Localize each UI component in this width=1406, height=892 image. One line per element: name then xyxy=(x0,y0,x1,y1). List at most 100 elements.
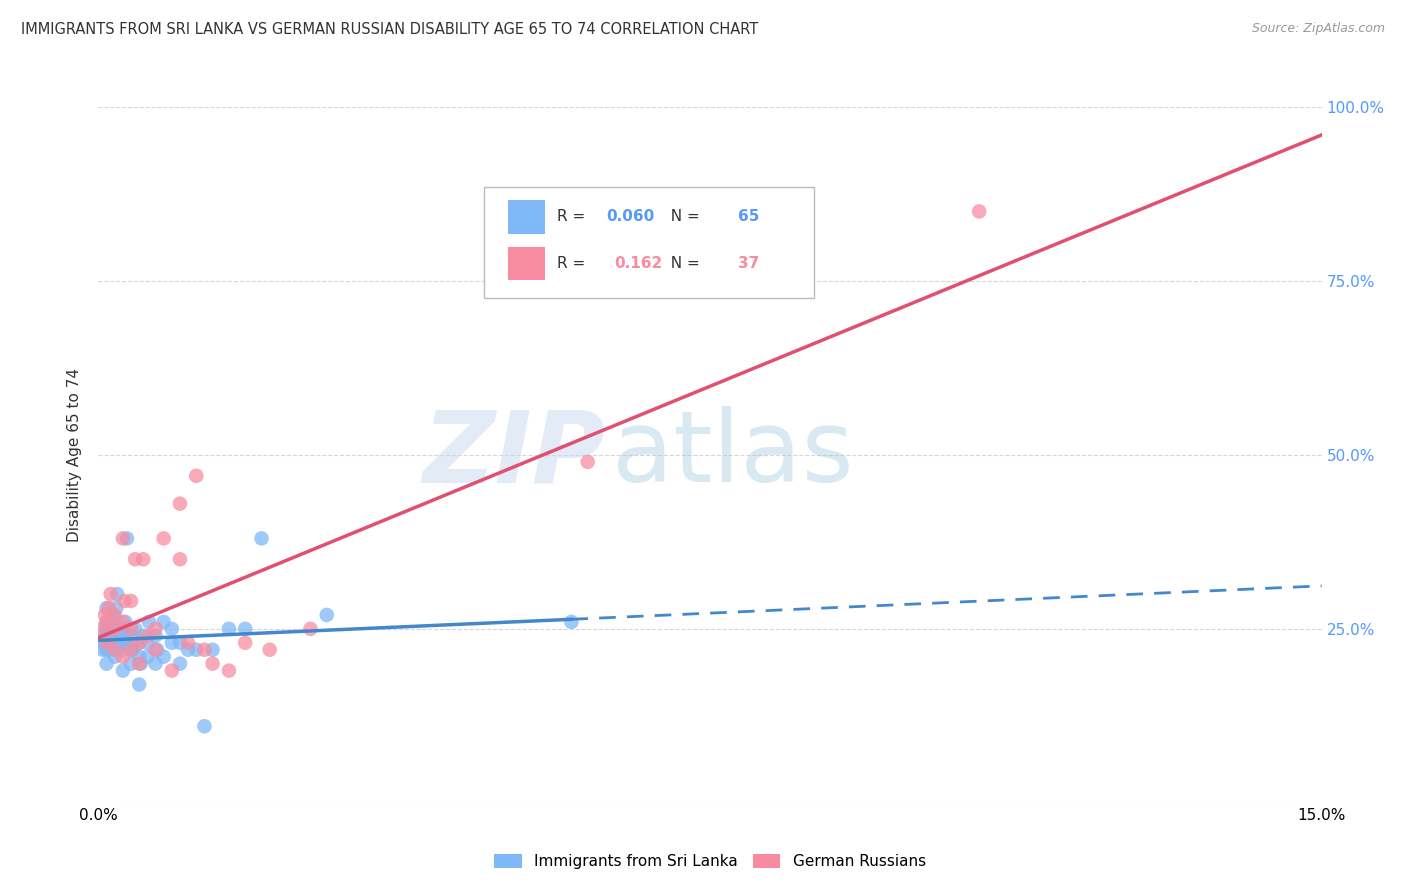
Point xyxy=(108,636,131,650)
Point xyxy=(186,642,208,657)
Point xyxy=(145,629,167,643)
Bar xyxy=(508,201,546,234)
FancyBboxPatch shape xyxy=(484,187,814,298)
Point xyxy=(152,532,174,546)
Point xyxy=(177,642,200,657)
Text: 0.162: 0.162 xyxy=(614,256,662,271)
Point xyxy=(91,622,114,636)
Point xyxy=(124,622,146,636)
Point xyxy=(259,642,281,657)
Point xyxy=(145,657,167,671)
Point xyxy=(233,636,256,650)
Point xyxy=(145,622,167,636)
Point xyxy=(100,629,122,643)
Point xyxy=(96,636,118,650)
Point xyxy=(576,455,599,469)
Point xyxy=(114,636,136,650)
Point xyxy=(91,642,114,657)
Point xyxy=(104,622,127,636)
Point xyxy=(233,622,256,636)
Point xyxy=(104,629,127,643)
Point xyxy=(160,622,183,636)
Point xyxy=(100,587,122,601)
Point xyxy=(177,636,200,650)
Point xyxy=(120,642,142,657)
Point xyxy=(111,649,134,664)
Text: IMMIGRANTS FROM SRI LANKA VS GERMAN RUSSIAN DISABILITY AGE 65 TO 74 CORRELATION : IMMIGRANTS FROM SRI LANKA VS GERMAN RUSS… xyxy=(21,22,758,37)
Point xyxy=(169,636,191,650)
Point xyxy=(111,532,134,546)
Point xyxy=(124,552,146,566)
Point xyxy=(160,636,183,650)
Point xyxy=(101,622,124,636)
Point xyxy=(128,657,150,671)
Point xyxy=(218,622,240,636)
Point xyxy=(120,622,142,636)
Point xyxy=(128,636,150,650)
Point xyxy=(94,607,117,622)
Point xyxy=(94,622,117,636)
Point xyxy=(98,601,121,615)
Point xyxy=(120,636,142,650)
Point xyxy=(104,649,127,664)
Point xyxy=(104,622,127,636)
Point xyxy=(129,657,152,671)
Point xyxy=(96,642,118,657)
Point xyxy=(560,615,582,629)
Point xyxy=(98,636,121,650)
Point xyxy=(111,622,134,636)
Text: Source: ZipAtlas.com: Source: ZipAtlas.com xyxy=(1251,22,1385,36)
Point xyxy=(169,657,191,671)
Text: N =: N = xyxy=(661,256,704,271)
Point xyxy=(132,552,155,566)
Point xyxy=(120,594,142,608)
Point xyxy=(193,719,215,733)
Point xyxy=(145,642,167,657)
Point xyxy=(96,601,118,615)
Point xyxy=(128,636,150,650)
Point xyxy=(100,636,122,650)
Point xyxy=(114,594,136,608)
Point xyxy=(96,615,118,629)
Text: N =: N = xyxy=(661,210,704,225)
Point xyxy=(97,642,120,657)
Point xyxy=(120,629,142,643)
Point xyxy=(104,642,127,657)
Point xyxy=(152,615,174,629)
Point xyxy=(218,664,240,678)
Point xyxy=(160,664,183,678)
Text: 37: 37 xyxy=(738,256,759,271)
Point xyxy=(96,657,118,671)
Point xyxy=(111,664,134,678)
Text: atlas: atlas xyxy=(612,407,853,503)
Point xyxy=(104,615,127,629)
Point xyxy=(111,629,134,643)
Point xyxy=(136,629,159,643)
Point xyxy=(193,642,215,657)
Point xyxy=(105,587,128,601)
Point xyxy=(105,601,128,615)
Point xyxy=(114,615,136,629)
Point xyxy=(104,642,127,657)
Point xyxy=(115,532,138,546)
Point xyxy=(128,649,150,664)
Legend: Immigrants from Sri Lanka, German Russians: Immigrants from Sri Lanka, German Russia… xyxy=(488,848,932,875)
Text: R =: R = xyxy=(557,256,595,271)
Text: 65: 65 xyxy=(738,210,759,225)
Point xyxy=(96,629,118,643)
Point xyxy=(93,636,115,650)
Text: 0.060: 0.060 xyxy=(606,210,654,225)
Point xyxy=(121,642,143,657)
Point xyxy=(169,552,191,566)
Point xyxy=(152,649,174,664)
Point xyxy=(128,677,150,691)
Point xyxy=(104,607,127,622)
Point xyxy=(299,622,322,636)
Point xyxy=(132,629,155,643)
Point xyxy=(250,532,273,546)
Text: R =: R = xyxy=(557,210,591,225)
Point xyxy=(315,607,337,622)
Point xyxy=(201,642,224,657)
Text: ZIP: ZIP xyxy=(423,407,606,503)
Point xyxy=(186,468,208,483)
